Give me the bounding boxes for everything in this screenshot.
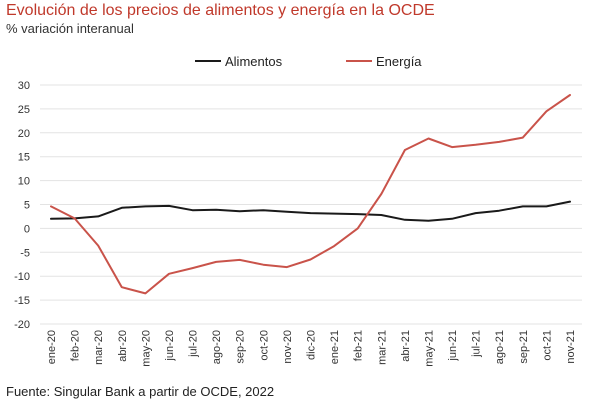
y-tick-label: -20 (14, 319, 30, 331)
x-tick-label: jun-20 (164, 330, 176, 362)
x-tick-label: feb-20 (70, 330, 82, 361)
y-tick-label: 5 (24, 200, 30, 212)
source-note: Fuente: Singular Bank a partir de OCDE, … (6, 384, 275, 399)
x-tick-label: ene-21 (329, 330, 341, 364)
y-tick-label: 15 (18, 152, 30, 164)
y-tick-label: -10 (14, 271, 30, 283)
y-tick-label: 20 (18, 128, 30, 140)
x-tick-label: nov-20 (282, 330, 294, 364)
x-tick-label: ago-20 (211, 330, 223, 364)
x-tick-label: jun-21 (447, 330, 459, 362)
x-tick-label: mar-21 (376, 330, 388, 365)
y-tick-label: 10 (18, 176, 30, 188)
grid-lines (40, 84, 582, 325)
x-tick-label: may-20 (140, 330, 152, 367)
x-tick-label: feb-21 (353, 330, 365, 361)
x-tick-label: dic-20 (306, 330, 318, 360)
x-tick-label: sep-20 (235, 330, 247, 364)
legend: Alimentos Energía (195, 54, 422, 69)
x-tick-label: nov-21 (565, 330, 577, 364)
x-tick-label: sep-21 (518, 330, 530, 364)
legend-label: Energía (376, 54, 422, 69)
y-tick-label: -5 (20, 247, 30, 259)
x-tick-label: jul-20 (188, 330, 200, 358)
x-tick-label: jul-21 (471, 330, 483, 358)
x-tick-label: abr-20 (117, 330, 129, 362)
y-tick-label: 25 (18, 104, 30, 116)
x-tick-label: oct-21 (541, 330, 553, 361)
x-tick-label: ene-20 (46, 330, 58, 364)
y-axis-ticks: -20 -15 -10 -5 0 5 10 15 20 25 30 (14, 80, 30, 331)
series-lines (50, 94, 571, 295)
x-tick-label: mar-20 (93, 330, 105, 365)
x-axis-ticks: ene-20 feb-20 mar-20 abr-20 may-20 jun-20 jul-… (46, 330, 577, 367)
y-tick-label: -15 (14, 295, 30, 307)
x-tick-label: abr-21 (400, 330, 412, 362)
chart-subtitle: % variación interanual (6, 21, 134, 36)
series-line-energía (50, 94, 571, 295)
x-tick-label: ago-21 (494, 330, 506, 364)
y-tick-label: 0 (24, 223, 30, 235)
chart-title: Evolución de los precios de alimentos y … (6, 2, 435, 19)
x-tick-label: may-21 (423, 330, 435, 367)
legend-label: Alimentos (225, 54, 283, 69)
y-tick-label: 30 (18, 80, 30, 92)
x-tick-label: oct-20 (258, 330, 270, 361)
